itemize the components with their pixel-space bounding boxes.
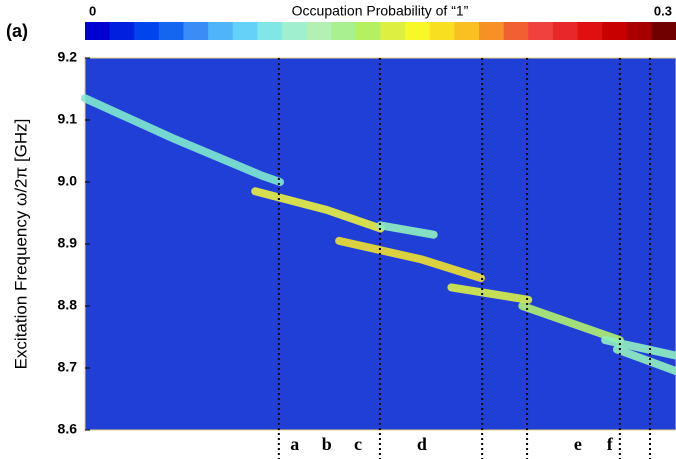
- segment-label: a: [290, 434, 299, 454]
- colorbar-cell: [232, 22, 258, 40]
- colorbar-cell: [208, 22, 234, 40]
- colorbar-cell: [651, 22, 676, 40]
- resonance-line: [335, 236, 485, 283]
- segment-label: b: [322, 434, 332, 454]
- colorbar-tick-label: 0: [89, 3, 96, 18]
- resonance-line: [601, 336, 676, 360]
- resonance-line: [518, 302, 624, 345]
- colorbar-cell: [602, 22, 628, 40]
- resonance-line: [81, 94, 285, 186]
- y-tick-label: 8.7: [58, 359, 78, 375]
- colorbar-cell: [257, 22, 283, 40]
- y-axis-label: Excitation Frequency ω/2π [GHz]: [11, 119, 30, 370]
- colorbar-cell: [355, 22, 381, 40]
- colorbar-cell: [479, 22, 505, 40]
- segment-label: c: [354, 434, 362, 454]
- colorbar-cell: [429, 22, 455, 40]
- colorbar-cell: [380, 22, 406, 40]
- colorbar-cell: [552, 22, 578, 40]
- colorbar-cell: [405, 22, 431, 40]
- resonance-line: [251, 187, 385, 233]
- colorbar-cell: [306, 22, 332, 40]
- segment-label: d: [417, 434, 427, 454]
- colorbar-cell: [183, 22, 209, 40]
- y-tick-label: 8.6: [58, 421, 78, 437]
- colorbar-title: Occupation Probability of “1”: [292, 3, 469, 19]
- colorbar-cell: [109, 22, 135, 40]
- y-tick-label: 8.9: [58, 235, 78, 251]
- colorbar-cell: [528, 22, 554, 40]
- resonance-line: [376, 221, 438, 239]
- y-tick-label: 8.8: [58, 297, 78, 313]
- y-tick-label: 9.2: [58, 49, 78, 65]
- y-tick-label: 9.1: [58, 111, 78, 127]
- colorbar-tick-label: 0.3: [654, 3, 672, 18]
- colorbar-cell: [454, 22, 480, 40]
- colorbar-cell: [503, 22, 529, 40]
- segment-label: f: [607, 434, 614, 454]
- segment-label: e: [574, 434, 582, 454]
- colorbar-cell: [134, 22, 160, 40]
- colorbar-cell: [282, 22, 308, 40]
- panel-label: (a): [6, 21, 28, 41]
- colorbar-cell: [626, 22, 652, 40]
- colorbar-cell: [577, 22, 603, 40]
- resonance-line: [447, 283, 533, 304]
- y-tick-label: 9.0: [58, 173, 78, 189]
- colorbar-cell: [85, 22, 111, 40]
- resonance-line: [612, 345, 676, 376]
- colorbar-cell: [158, 22, 184, 40]
- colorbar-cell: [331, 22, 357, 40]
